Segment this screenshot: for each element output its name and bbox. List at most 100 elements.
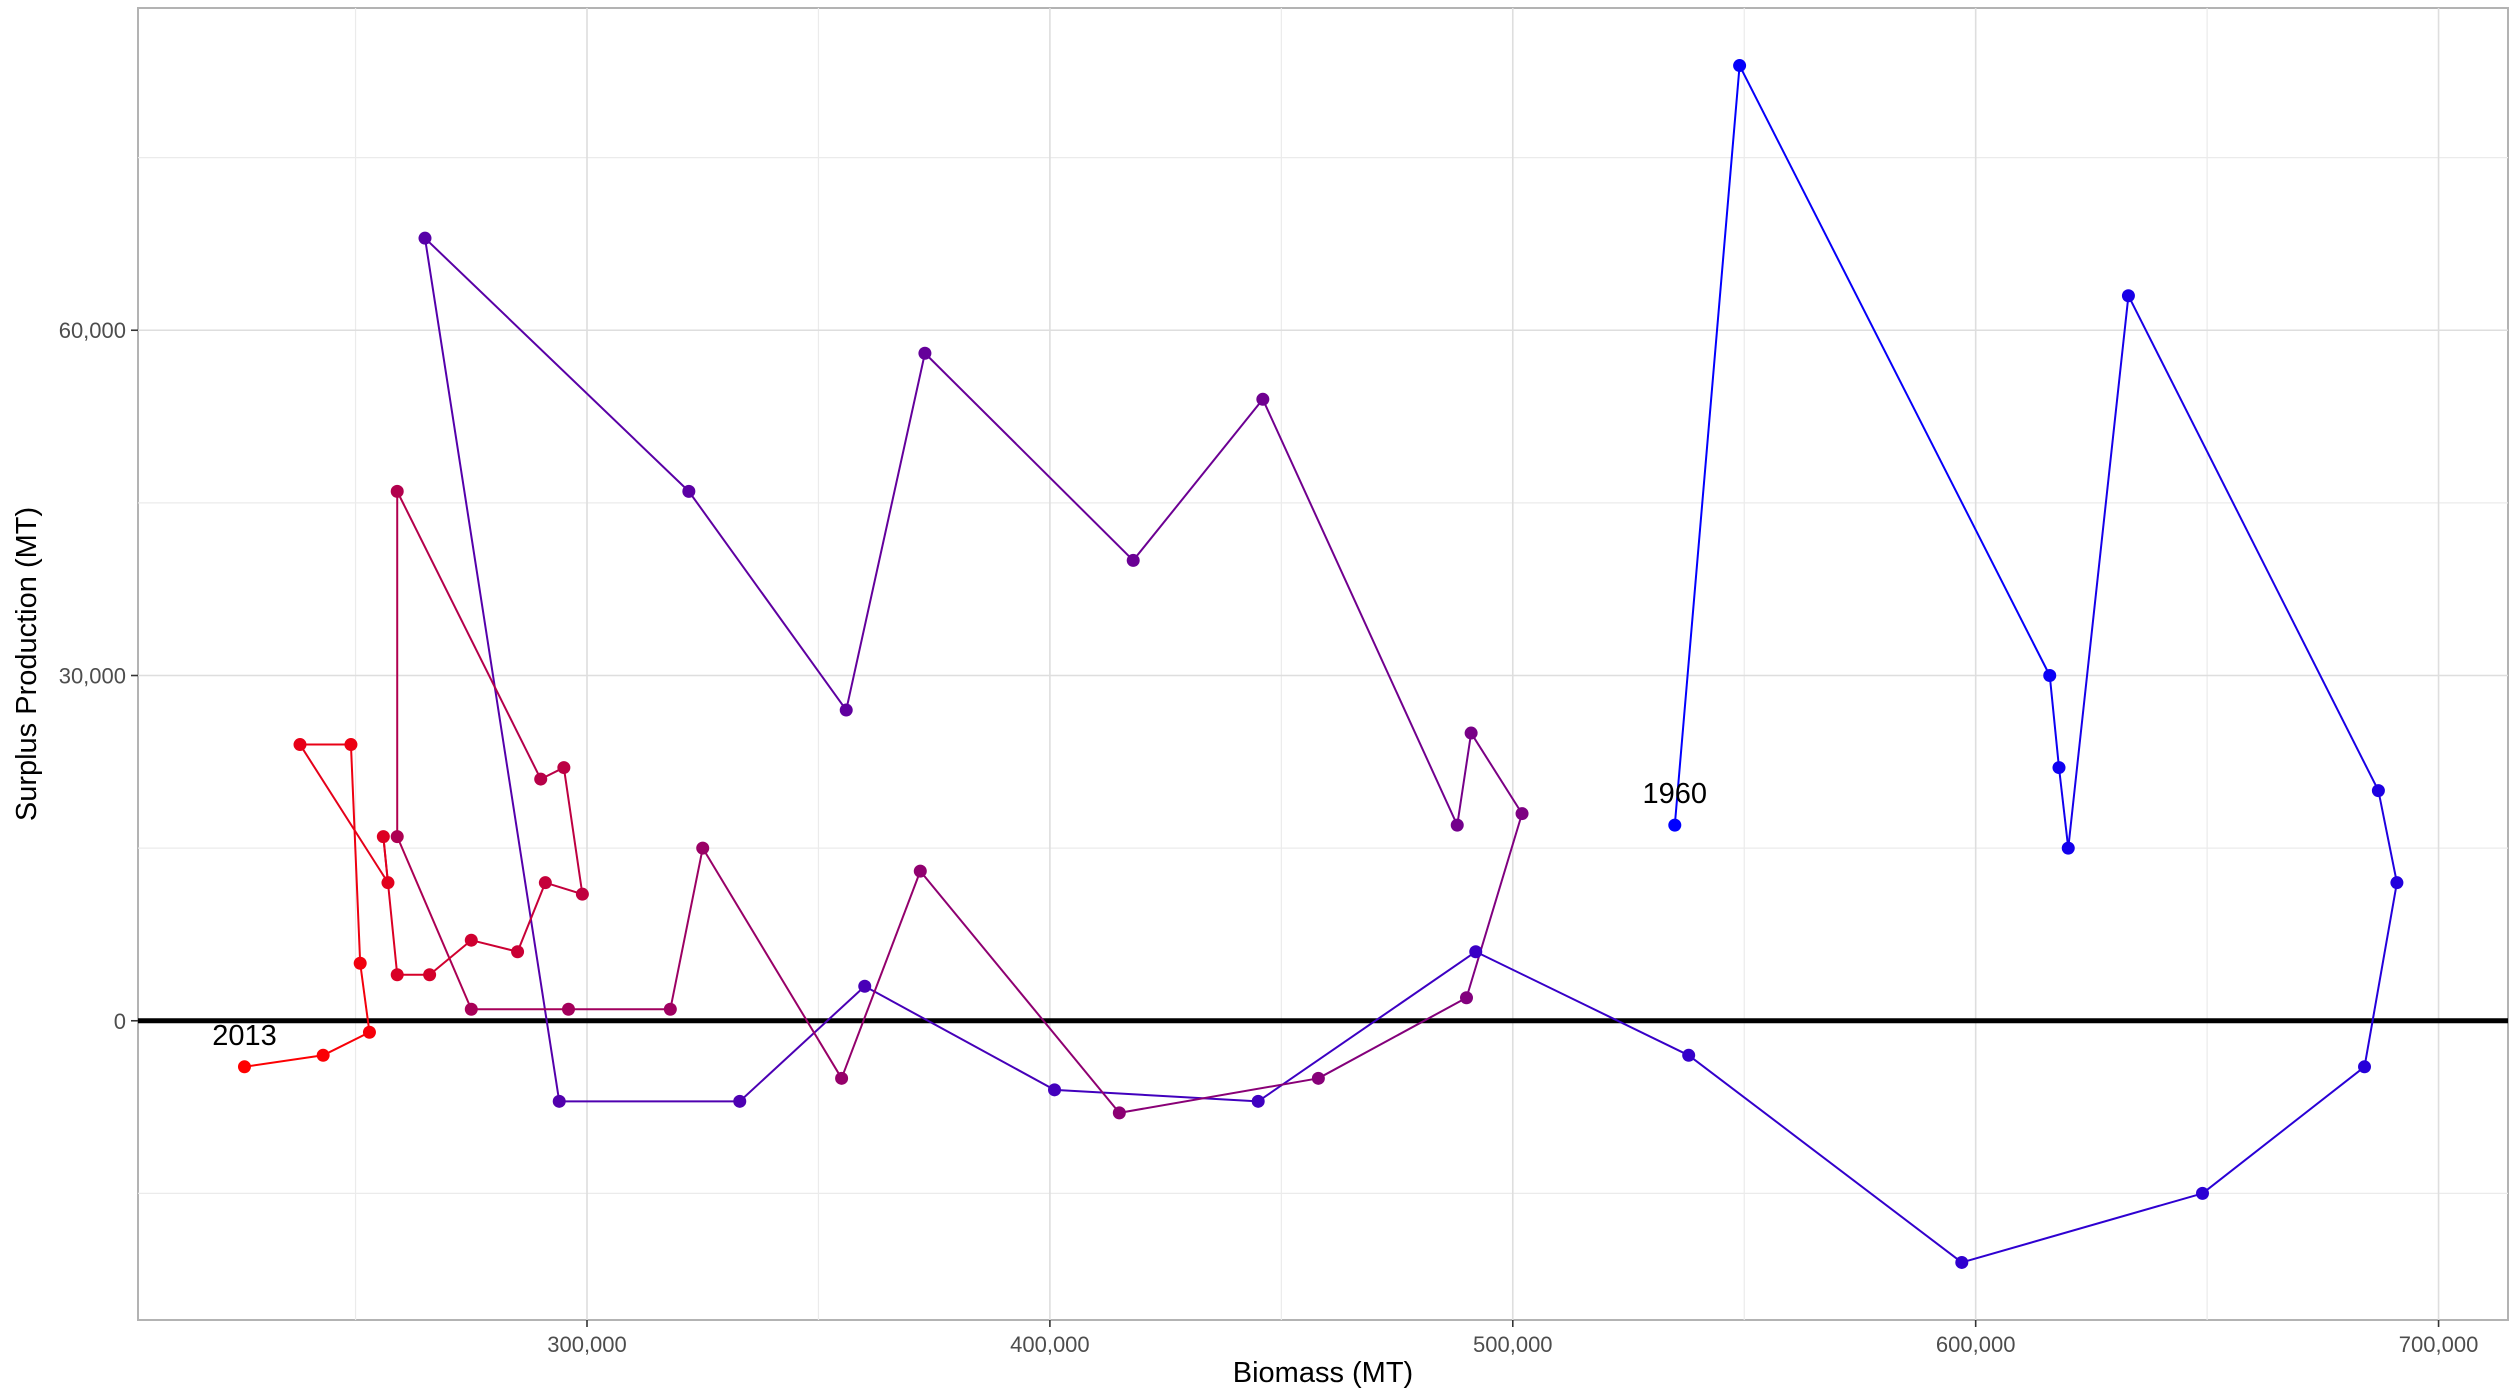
segment-1980-1981 (845, 353, 926, 711)
point-2011 (362, 1025, 376, 1039)
point-1966 (2371, 784, 2385, 798)
segment-1979-1980 (688, 490, 848, 711)
segment-1973-1974 (1054, 1088, 1259, 1103)
point-1964 (2061, 841, 2075, 855)
segment-1997-1998 (396, 490, 542, 780)
annotation-2013: 2013 (212, 1020, 277, 1052)
segment-2002-2003 (471, 939, 518, 953)
point-1967 (2390, 876, 2404, 890)
point-2003 (464, 933, 478, 947)
segment-1962-1963 (2048, 675, 2060, 768)
segment-1964-1965 (2067, 295, 2130, 849)
point-1974 (1048, 1083, 1062, 1097)
point-1992 (696, 841, 710, 855)
segment-1974-1975 (864, 985, 1056, 1091)
point-1962 (2043, 669, 2057, 683)
point-2007 (381, 876, 395, 890)
x-tick-label: 400,000 (1010, 1332, 1090, 1357)
point-2006 (376, 830, 390, 844)
point-1977 (552, 1094, 566, 1108)
point-2001 (538, 876, 552, 890)
segment-1961-1962 (1738, 65, 2051, 676)
segment-2006-2007 (382, 836, 389, 883)
point-2012 (316, 1048, 330, 1062)
point-1960 (1668, 818, 1682, 832)
segment-2010-2011 (359, 963, 371, 1033)
segment-2007-2008 (299, 744, 389, 884)
x-tick-label: 700,000 (2399, 1332, 2479, 1357)
trajectory-segments (244, 65, 2398, 1264)
point-2004 (423, 968, 437, 982)
segment-1989-1990 (919, 870, 1121, 1114)
y-axis-ticks: 0 30,000 60,000 (59, 318, 138, 1034)
point-2010 (353, 956, 367, 970)
point-1991 (835, 1071, 849, 1085)
point-1997 (390, 484, 404, 498)
point-1973 (1251, 1094, 1265, 1108)
segment-1986-1987 (1465, 813, 1524, 999)
segment-2001-2002 (516, 882, 547, 953)
x-tick-label: 600,000 (1936, 1332, 2016, 1357)
point-1965 (2121, 289, 2135, 303)
data-points (237, 59, 2404, 1269)
x-axis-title: Biomass (MT) (1233, 1357, 1413, 1389)
segment-1966-1967 (2377, 790, 2398, 883)
point-1989 (1112, 1106, 1126, 1120)
segment-1968-1969 (2201, 1066, 2366, 1195)
segment-1970-1971 (1688, 1054, 1963, 1264)
point-1969 (2195, 1186, 2209, 1200)
point-1970 (1955, 1255, 1969, 1269)
point-1975 (858, 979, 872, 993)
segment-1991-1992 (701, 847, 843, 1079)
segment-1967-1968 (2363, 882, 2398, 1067)
segment-1978-1979 (424, 237, 690, 493)
segment-1984-1985 (1456, 732, 1473, 826)
point-2013 (237, 1060, 251, 1074)
segment-1972-1973 (1257, 950, 1477, 1103)
point-2008 (293, 738, 307, 752)
x-tick-label: 500,000 (1473, 1332, 1553, 1357)
segment-1983-1984 (1261, 398, 1459, 826)
segment-2003-2004 (428, 939, 472, 976)
segment-1995-1996 (396, 836, 473, 1010)
segment-1960-1961 (1673, 65, 1741, 826)
point-1963 (2052, 761, 2066, 775)
point-1988 (1311, 1071, 1325, 1085)
point-2000 (575, 887, 589, 901)
point-1980 (839, 703, 853, 717)
segment-2011-2012 (322, 1031, 370, 1057)
y-tick-label: 0 (114, 1009, 126, 1034)
point-1986 (1515, 807, 1529, 821)
segment-1971-1972 (1475, 950, 1690, 1057)
segment-2009-2010 (349, 744, 362, 964)
point-1972 (1469, 945, 1483, 959)
point-1976 (733, 1094, 747, 1108)
segment-1992-1993 (669, 847, 704, 1010)
minor-gridlines (138, 8, 2508, 1320)
plot-panel (137, 7, 2509, 1321)
segment-1982-1983 (1132, 398, 1264, 562)
segment-1969-1970 (1961, 1192, 2203, 1264)
point-2009 (344, 738, 358, 752)
segment-1999-2000 (562, 767, 584, 895)
point-1979 (682, 484, 696, 498)
segment-1963-1964 (2058, 767, 2070, 849)
point-2002 (511, 945, 525, 959)
segment-1975-1976 (739, 985, 866, 1103)
point-1994 (561, 1002, 575, 1016)
point-1984 (1450, 818, 1464, 832)
y-axis-title: Surplus Production (MT) (11, 507, 43, 821)
segment-1985-1986 (1470, 732, 1523, 815)
segment-1990-1991 (840, 870, 922, 1079)
annotations: 1960 2013 (212, 778, 1707, 1052)
point-1995 (464, 1002, 478, 1016)
point-1971 (1682, 1048, 1696, 1062)
point-1961 (1733, 59, 1747, 73)
point-1990 (913, 864, 927, 878)
point-1998 (534, 772, 548, 786)
annotation-1960: 1960 (1643, 778, 1708, 810)
point-1985 (1464, 726, 1478, 740)
point-1993 (663, 1002, 677, 1016)
y-tick-label: 60,000 (59, 318, 126, 343)
